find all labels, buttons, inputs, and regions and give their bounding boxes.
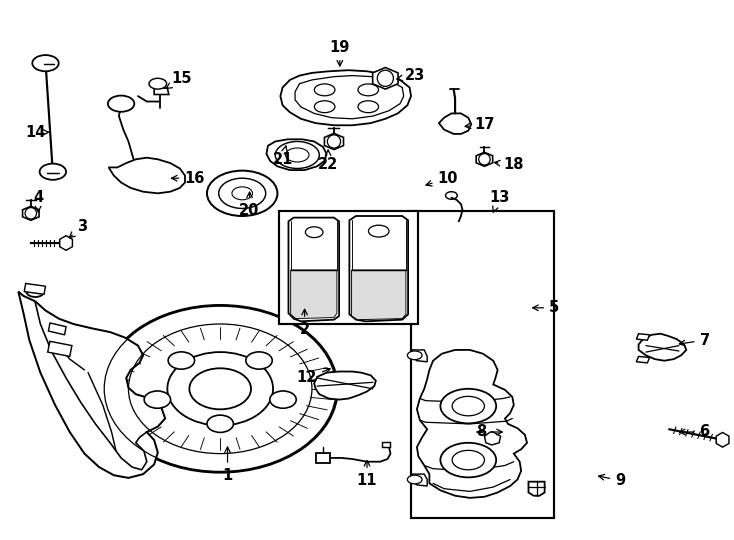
Ellipse shape (144, 391, 170, 408)
Text: 4: 4 (33, 190, 43, 212)
Text: 20: 20 (239, 192, 260, 218)
Ellipse shape (440, 443, 496, 477)
Polygon shape (639, 334, 686, 361)
Text: 9: 9 (599, 473, 625, 488)
Text: 22: 22 (318, 150, 338, 172)
Ellipse shape (103, 305, 338, 472)
Text: 13: 13 (489, 190, 509, 212)
Polygon shape (23, 206, 39, 220)
Polygon shape (314, 372, 376, 400)
Ellipse shape (168, 352, 195, 369)
Ellipse shape (246, 352, 272, 369)
Polygon shape (373, 68, 398, 89)
Text: 17: 17 (465, 117, 495, 132)
Text: 16: 16 (172, 171, 205, 186)
Text: 7: 7 (680, 333, 710, 348)
Polygon shape (382, 442, 390, 447)
Text: 18: 18 (495, 157, 524, 172)
Text: 10: 10 (426, 171, 458, 186)
Polygon shape (154, 88, 169, 94)
Text: 11: 11 (357, 461, 377, 488)
Polygon shape (280, 70, 411, 125)
Polygon shape (18, 292, 165, 478)
Polygon shape (439, 113, 471, 134)
Ellipse shape (40, 164, 66, 180)
Text: 23: 23 (397, 68, 425, 83)
Text: 1: 1 (222, 447, 233, 483)
Ellipse shape (26, 286, 44, 297)
Polygon shape (295, 76, 404, 119)
Polygon shape (352, 270, 406, 320)
Polygon shape (476, 152, 493, 166)
Text: 21: 21 (272, 146, 293, 167)
Polygon shape (349, 216, 408, 321)
Ellipse shape (440, 389, 496, 423)
Ellipse shape (407, 351, 422, 360)
Text: 14: 14 (25, 125, 48, 140)
Polygon shape (411, 350, 427, 362)
Polygon shape (24, 284, 46, 294)
Ellipse shape (108, 96, 134, 112)
Polygon shape (48, 323, 66, 335)
Text: 6: 6 (680, 424, 710, 440)
Text: 2: 2 (299, 309, 310, 337)
Text: 12: 12 (297, 368, 330, 386)
Text: 8: 8 (476, 424, 502, 440)
Text: 19: 19 (330, 40, 350, 66)
Ellipse shape (32, 55, 59, 71)
Ellipse shape (207, 415, 233, 433)
Polygon shape (636, 334, 650, 340)
Polygon shape (484, 432, 501, 445)
Ellipse shape (149, 78, 167, 89)
Ellipse shape (189, 368, 251, 409)
Polygon shape (266, 139, 327, 170)
Ellipse shape (270, 391, 297, 408)
Polygon shape (716, 433, 729, 447)
Bar (411, 211, 554, 518)
Text: 3: 3 (69, 219, 87, 238)
Polygon shape (109, 158, 185, 193)
Polygon shape (528, 482, 545, 496)
Polygon shape (324, 133, 344, 150)
Ellipse shape (167, 352, 273, 426)
Ellipse shape (207, 171, 277, 216)
Polygon shape (297, 289, 317, 307)
Ellipse shape (407, 475, 422, 484)
Polygon shape (291, 270, 337, 319)
Polygon shape (288, 218, 339, 321)
Polygon shape (59, 235, 73, 251)
Bar (279, 211, 418, 324)
Text: 15: 15 (166, 71, 192, 89)
Text: 5: 5 (533, 300, 559, 315)
Polygon shape (417, 350, 527, 498)
Polygon shape (636, 356, 650, 363)
Polygon shape (48, 341, 72, 356)
Polygon shape (316, 453, 330, 463)
Polygon shape (411, 474, 427, 486)
